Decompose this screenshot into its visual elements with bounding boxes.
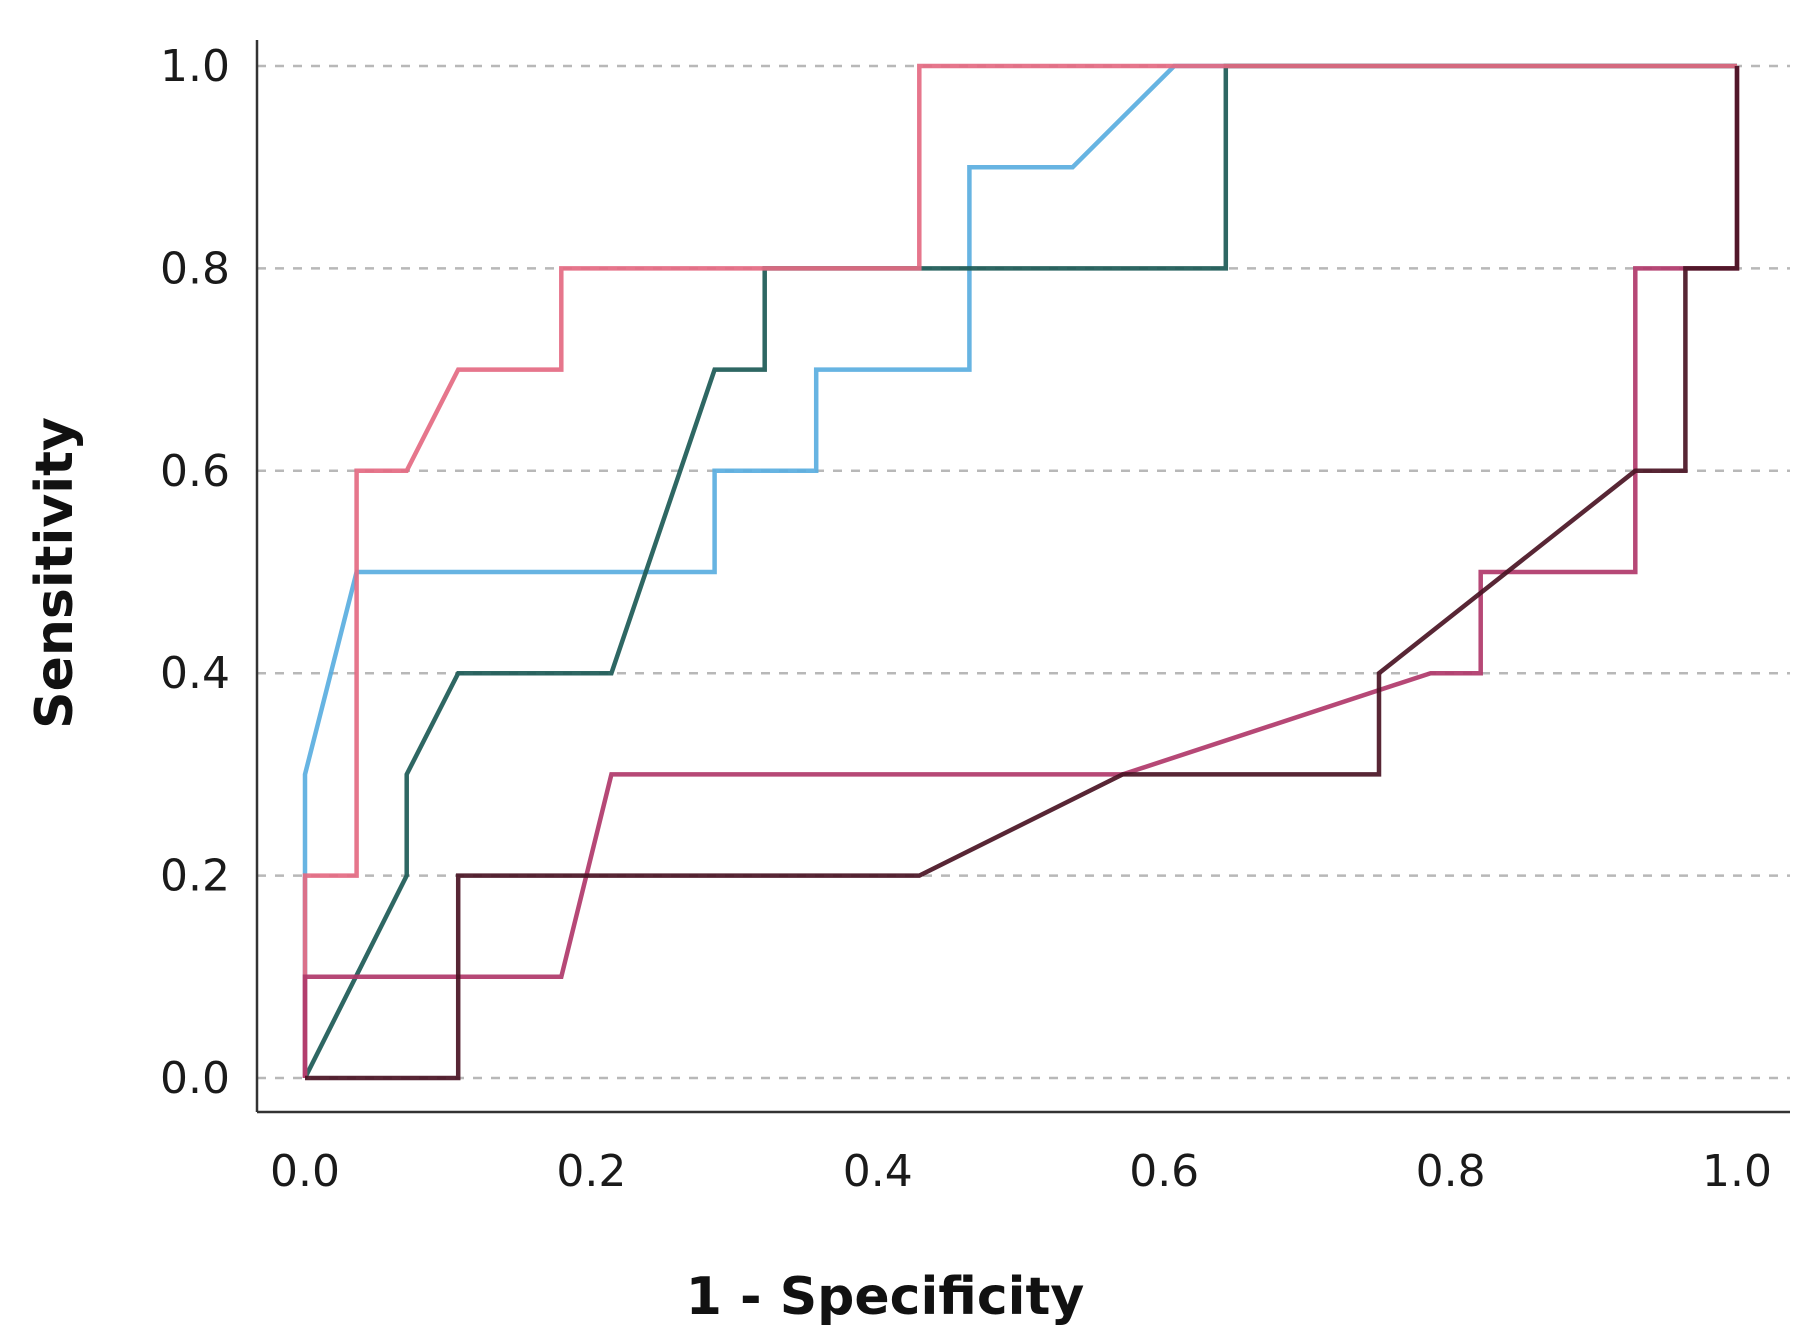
y-tick-label: 0.2 <box>160 851 230 902</box>
roc-curve-series-dark-maroon <box>305 66 1740 1081</box>
y-tick-label: 0.4 <box>160 648 230 699</box>
roc-curve-series-magenta <box>302 66 1740 1078</box>
tick-labels: 0.0 0.2 0.4 0.6 0.8 1.0 0.0 0.2 0.4 0.6 0.8 1.0 <box>160 41 1772 1197</box>
y-tick-label: 0.8 <box>160 243 230 294</box>
y-axis-title: Sensitivity <box>25 417 85 729</box>
x-tick-label: 0.4 <box>843 1146 913 1197</box>
x-tick-label: 0.2 <box>556 1146 626 1197</box>
x-tick-label: 0.6 <box>1129 1146 1199 1197</box>
x-tick-label: 1.0 <box>1702 1146 1772 1197</box>
y-tick-label: 0.6 <box>160 446 230 497</box>
x-axis-title: 1 - Specificity <box>686 1267 1085 1327</box>
roc-curves <box>302 63 1740 1081</box>
roc-curve-series-dark-teal <box>302 63 1737 1080</box>
y-tick-label: 1.0 <box>160 41 230 92</box>
roc-curve-series-light-blue <box>302 63 1737 1078</box>
x-tick-label: 0.8 <box>1416 1146 1486 1197</box>
y-tick-label: 0.0 <box>160 1053 230 1104</box>
x-tick-label: 0.0 <box>270 1146 340 1197</box>
roc-curve-series-pink <box>302 63 1737 1078</box>
axes <box>255 40 1790 1114</box>
